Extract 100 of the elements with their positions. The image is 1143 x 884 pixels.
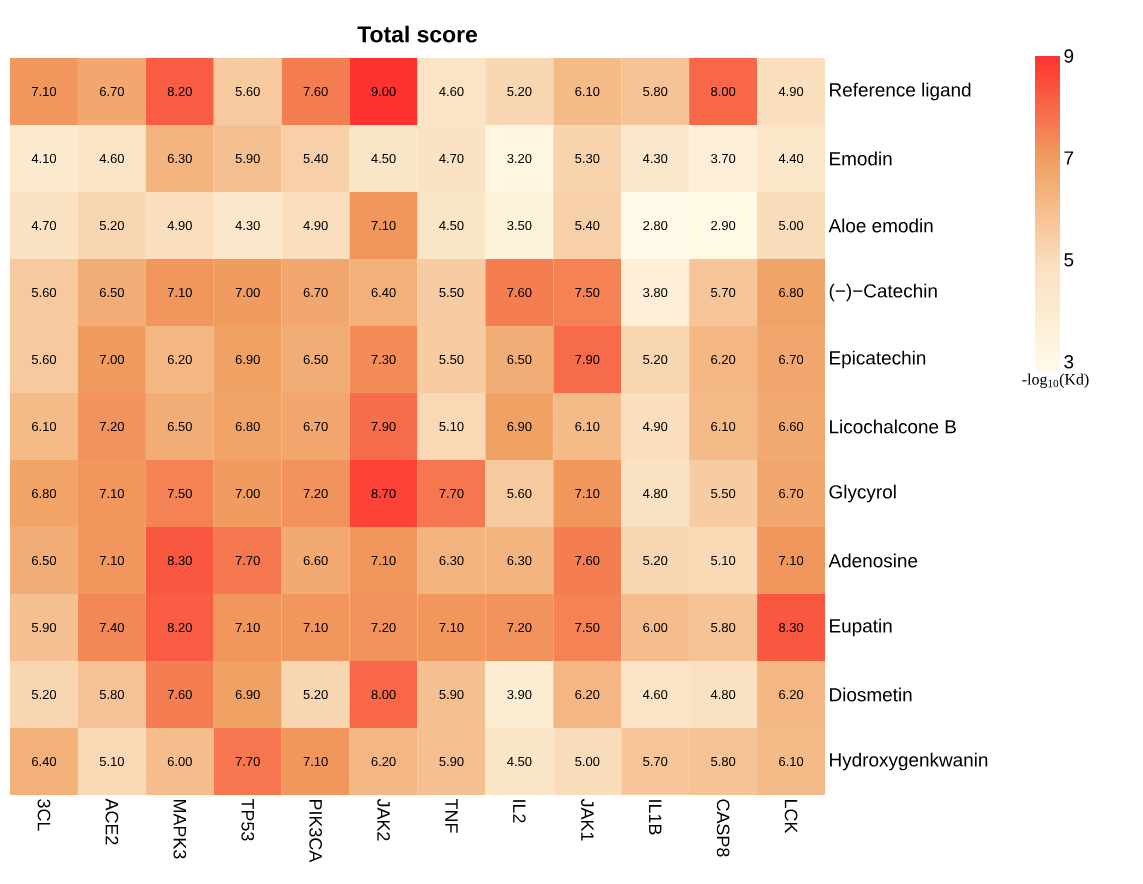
data-label: 8.30 (167, 555, 192, 566)
data-label: 5.00 (778, 220, 804, 231)
color-bar-label: 9 (1064, 49, 1074, 63)
data-label: 4.80 (642, 488, 668, 499)
data-label: 7.90 (371, 421, 396, 432)
y-tick-label: Emodin (830, 151, 892, 166)
data-label: 2.90 (711, 220, 736, 231)
data-label: 7.50 (575, 622, 600, 633)
data-label: 3.70 (711, 153, 736, 164)
data-label: 6.50 (32, 555, 57, 566)
data-label: 6.10 (32, 421, 57, 432)
data-label: 6.40 (371, 287, 396, 298)
data-label: 6.50 (303, 354, 328, 365)
data-label: 6.00 (167, 756, 192, 767)
data-label: 6.60 (779, 421, 804, 432)
data-label: 5.00 (575, 756, 600, 767)
y-tick-label: Adenosine (828, 553, 918, 568)
data-label: 7.10 (439, 622, 464, 633)
data-label: 6.80 (235, 421, 260, 432)
data-label: 6.20 (575, 689, 600, 700)
data-label: 5.50 (439, 287, 464, 298)
data-label: 7.10 (575, 488, 600, 499)
data-label: 4.70 (31, 220, 57, 231)
data-label: 6.70 (779, 354, 804, 365)
data-label: 6.20 (779, 689, 804, 700)
data-label: 6.10 (575, 421, 600, 432)
data-label: 6.20 (371, 756, 396, 767)
x-tick-label: IL1B (649, 800, 662, 835)
data-label: 3.50 (507, 220, 532, 231)
data-label: 5.70 (711, 287, 736, 298)
data-label: 5.60 (235, 86, 260, 97)
x-tick-label: MAPK3 (173, 799, 187, 859)
data-label: 7.70 (439, 488, 464, 499)
data-label: 4.40 (778, 153, 804, 164)
x-tick-label: 3CL (37, 799, 51, 831)
data-label: 5.30 (575, 153, 600, 164)
y-tick-label: Hydroxygenkwanin (830, 752, 988, 771)
data-label: 7.60 (167, 689, 192, 700)
y-tick-label: Aloe emodin (828, 218, 933, 233)
data-label: 8.00 (371, 689, 396, 700)
data-label: 7.60 (303, 86, 328, 97)
data-label: 6.20 (711, 354, 736, 365)
x-tick-label: TNF (445, 798, 458, 833)
data-label: 4.90 (167, 220, 192, 231)
data-label: 7.10 (303, 622, 328, 633)
data-label: 8.70 (371, 488, 396, 499)
data-label: 3.80 (643, 287, 668, 298)
data-label: 7.00 (235, 488, 260, 499)
data-label: 7.60 (575, 555, 600, 566)
data-label: 3.90 (507, 689, 532, 700)
data-label: 7.10 (99, 488, 124, 499)
data-label: 6.70 (779, 488, 804, 499)
data-label: 6.60 (303, 555, 328, 566)
data-label: 4.80 (710, 689, 736, 700)
data-label: 5.90 (439, 689, 464, 700)
color-bar-label: 5 (1064, 253, 1074, 267)
data-label: 5.80 (711, 756, 736, 767)
data-label: 7.20 (99, 421, 124, 432)
data-label: 7.30 (371, 354, 396, 365)
data-label: 5.40 (303, 153, 328, 164)
data-label: 6.20 (167, 354, 192, 365)
data-label: 7.70 (235, 555, 260, 566)
x-tick-label: PIK3CA (309, 799, 322, 863)
data-label: 5.80 (711, 622, 736, 633)
data-label: 7.10 (303, 756, 328, 767)
color-bar-label: 7 (1064, 151, 1074, 165)
data-label: 7.10 (779, 555, 804, 566)
y-tick-label: Licochalcone B (830, 419, 956, 434)
data-label: 5.80 (643, 86, 668, 97)
data-label: 7.10 (235, 622, 260, 633)
data-label: 7.20 (371, 622, 396, 633)
x-tick-label: CASP8 (716, 799, 730, 857)
color-bar-label: 3 (1064, 355, 1074, 369)
data-label: 9.00 (371, 86, 396, 97)
data-label: 6.80 (779, 287, 804, 298)
data-label: 6.50 (99, 287, 124, 298)
data-label: 5.60 (31, 354, 57, 365)
data-label: 5.20 (507, 86, 532, 97)
data-label: 6.00 (643, 622, 668, 633)
data-label: 6.30 (439, 555, 464, 566)
color-bar-title: -log$_{10}$(Kd) (1022, 373, 1089, 388)
y-tick-label: Eupatin (830, 618, 892, 637)
data-label: 6.80 (32, 488, 57, 499)
data-label: 4.10 (31, 153, 57, 164)
data-label: 3.20 (507, 153, 532, 164)
data-label: 6.10 (711, 421, 736, 432)
data-label: 4.30 (642, 153, 668, 164)
chart-title: Total score (357, 25, 477, 43)
data-label: 5.60 (31, 287, 57, 298)
data-label: 6.90 (235, 689, 260, 700)
data-label: 6.10 (779, 756, 804, 767)
data-label: 5.10 (711, 555, 736, 566)
x-tick-label: TP53 (241, 798, 255, 841)
data-label: 6.40 (32, 756, 57, 767)
data-label: 5.50 (439, 354, 464, 365)
y-tick-label: Epicatechin (830, 350, 926, 369)
data-label: 4.90 (642, 421, 668, 432)
data-label: 4.90 (303, 220, 328, 231)
data-label: 5.90 (439, 756, 464, 767)
data-label: 7.10 (32, 86, 57, 97)
